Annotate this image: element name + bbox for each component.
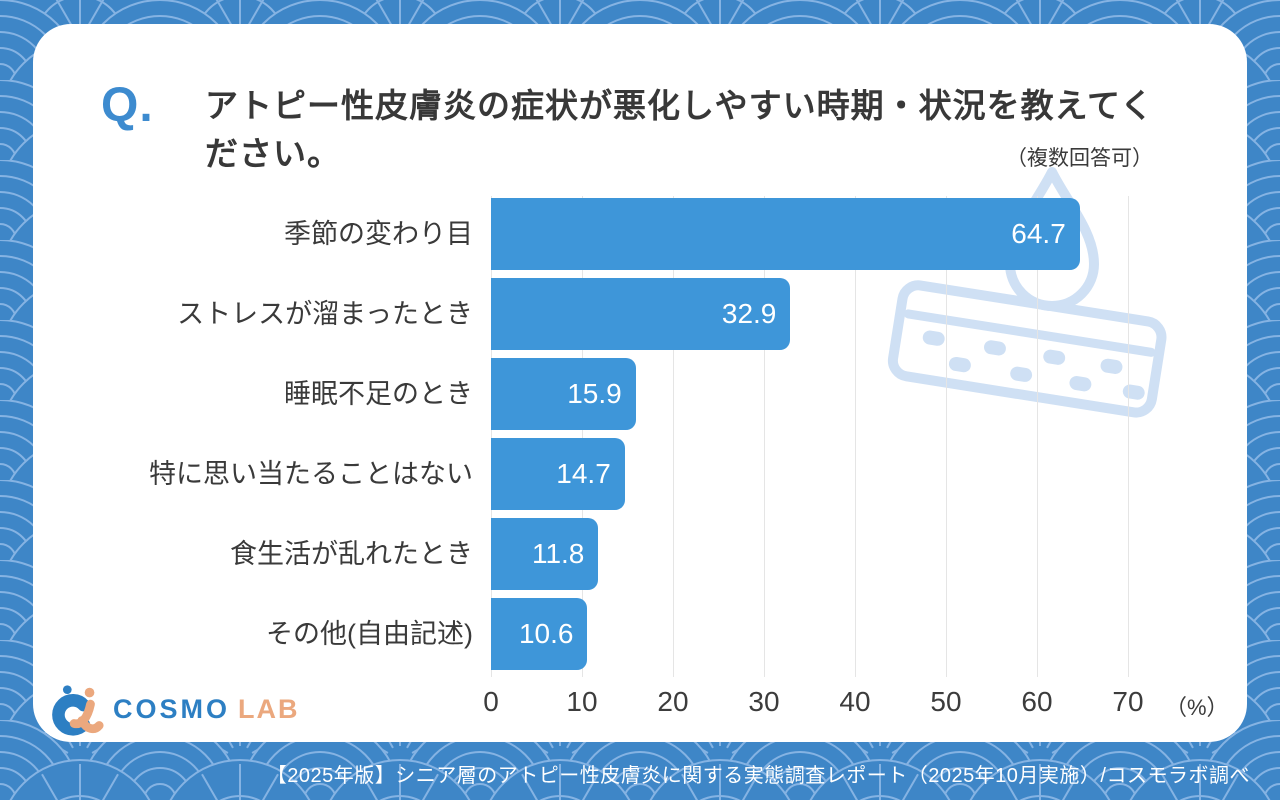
bar: 14.7 (491, 438, 625, 510)
question-title: アトピー性皮膚炎の症状が悪化しやすい時期・状況を教えてく ださい。 (205, 82, 1154, 178)
bar: 10.6 (491, 598, 588, 670)
bar: 32.9 (491, 278, 791, 350)
category-label: 特に思い当たることはない (149, 459, 473, 489)
survey-card: Q. アトピー性皮膚炎の症状が悪化しやすい時期・状況を教えてく ださい。 （複数… (33, 24, 1247, 742)
bar: 15.9 (491, 358, 636, 430)
x-axis-tick-label: 60 (1021, 686, 1053, 717)
bar-value-label: 15.9 (567, 378, 622, 409)
gridline (582, 196, 583, 677)
category-label: その他(自由記述) (266, 619, 473, 649)
bar: 11.8 (491, 518, 599, 590)
bar-value-label: 10.6 (518, 618, 574, 649)
logo-text-lab: LAB (238, 693, 300, 724)
x-axis-tick-label: 0 (483, 686, 499, 717)
multiple-answers-note: （複数回答可） (1006, 147, 1153, 170)
question-mark-label: Q. (101, 79, 154, 132)
question-title-line2: ださい。 (205, 135, 341, 172)
bar: 64.7 (491, 198, 1080, 270)
gridline (491, 196, 492, 677)
gridline (1037, 196, 1038, 677)
x-axis-tick-label: 30 (748, 686, 780, 717)
gridline (1128, 196, 1129, 677)
gridline (673, 196, 674, 677)
bar-value-label: 11.8 (531, 538, 585, 569)
x-axis-tick-label: 70 (1112, 686, 1144, 717)
skin-moisture-watermark (887, 167, 1167, 418)
bar-value-label: 32.9 (721, 298, 777, 329)
cosmo-lab-logo: COSMO LAB (47, 678, 300, 740)
x-axis-tick-label: 20 (657, 686, 689, 717)
x-axis-tick-label: 10 (566, 686, 598, 717)
category-label: 季節の変わり目 (284, 219, 473, 249)
gridline (946, 196, 947, 677)
grid-area (491, 196, 1131, 677)
gridline (764, 196, 765, 677)
bar-value-label: 14.7 (556, 458, 611, 489)
question-title-line1: アトピー性皮膚炎の症状が悪化しやすい時期・状況を教えてく (205, 87, 1155, 124)
x-axis-unit-label: （%） (1165, 695, 1229, 720)
gridline (855, 196, 856, 677)
x-axis-tick-label: 50 (930, 686, 962, 717)
logo-text-cosmo: COSMO (113, 693, 231, 724)
skin-layer-icon (887, 280, 1167, 418)
category-label: 食生活が乱れたとき (230, 539, 473, 569)
footer-caption: 【2025年版】シニア層のアトピー性皮膚炎に関する実態調査レポート（2025年1… (266, 765, 1250, 787)
bar-value-label: 64.7 (1011, 218, 1066, 249)
category-label: ストレスが溜まったとき (177, 299, 473, 329)
category-label: 睡眠不足のとき (284, 379, 473, 409)
bars-area: 64.7 32.9 15.9 14.7 11.8 10.6 (491, 198, 1191, 678)
x-axis-tick-label: 40 (839, 686, 871, 717)
x-axis: 0 10 20 30 40 50 60 70 (483, 686, 1191, 726)
logo-mark-icon (52, 685, 104, 736)
